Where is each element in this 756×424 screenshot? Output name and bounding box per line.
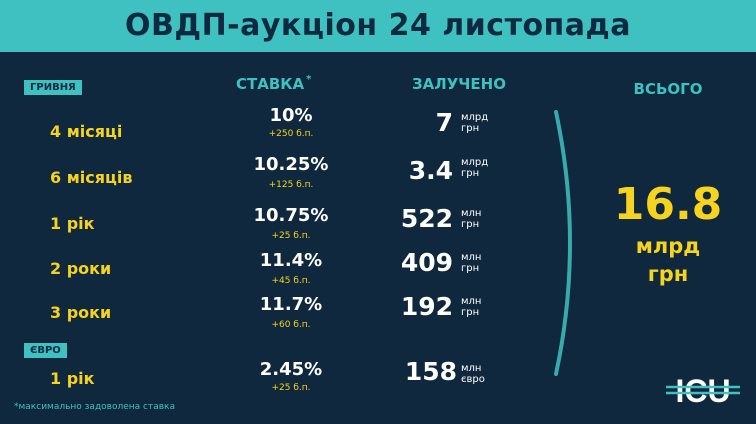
row-amount: 192 bbox=[400, 292, 453, 321]
row-unit: млрд грн bbox=[461, 157, 488, 179]
column-header-raised: ЗАЛУЧЕНО bbox=[412, 75, 506, 93]
total-value: 16.8 bbox=[613, 179, 723, 230]
row-rate-change: +250 б.п. bbox=[268, 129, 314, 139]
row-amount: 409 bbox=[400, 248, 453, 277]
row-unit-currency: євро bbox=[461, 374, 485, 385]
row-unit-scale: млрд bbox=[461, 157, 489, 168]
row-rate: 11.7% bbox=[259, 294, 323, 315]
section-tag-eur: ЄВРО bbox=[24, 343, 67, 358]
row-unit: млрд грн bbox=[461, 112, 488, 134]
row-amount: 522 bbox=[400, 204, 453, 233]
row-unit: млн євро bbox=[461, 363, 485, 385]
footnote: *максимально задоволена ставка bbox=[14, 402, 176, 412]
row-rate-change: +45 б.п. bbox=[271, 276, 311, 286]
row-rate-change: +25 б.п. bbox=[271, 231, 311, 241]
row-unit-scale: млн bbox=[461, 363, 482, 374]
row-unit: млн грн bbox=[461, 208, 481, 230]
row-amount: 7 bbox=[435, 108, 453, 137]
row-unit-currency: грн bbox=[461, 307, 480, 318]
row-unit-currency: грн bbox=[461, 219, 480, 230]
row-unit-scale: млн bbox=[461, 252, 482, 263]
row-unit: млн грн bbox=[461, 252, 481, 274]
row-term: 2 роки bbox=[50, 259, 112, 278]
column-header-total: ВСЬОГО bbox=[633, 80, 703, 98]
row-term: 6 місяців bbox=[50, 168, 133, 187]
row-amount: 158 bbox=[404, 357, 457, 386]
row-unit-currency: грн bbox=[461, 168, 480, 179]
row-rate: 10.75% bbox=[253, 205, 329, 226]
column-header-rate-label: СТАВКА bbox=[236, 75, 305, 93]
row-amount: 3.4 bbox=[408, 156, 453, 185]
row-rate: 10.25% bbox=[253, 154, 329, 175]
row-rate: 10% bbox=[269, 105, 313, 126]
row-term: 1 рік bbox=[50, 369, 95, 388]
row-rate: 2.45% bbox=[259, 359, 323, 380]
icu-logo: ICU bbox=[666, 373, 740, 409]
row-rate-change: +25 б.п. bbox=[271, 383, 311, 393]
row-term: 3 роки bbox=[50, 303, 112, 322]
row-unit-currency: грн bbox=[461, 263, 480, 274]
row-term: 4 місяці bbox=[50, 122, 123, 141]
total-unit-scale: млрд bbox=[635, 234, 701, 258]
grouping-bracket bbox=[554, 110, 572, 376]
title-bar bbox=[0, 0, 756, 52]
row-unit-scale: млн bbox=[461, 208, 482, 219]
column-header-rate: СТАВКА * bbox=[236, 74, 312, 93]
row-unit-scale: млрд bbox=[461, 112, 489, 123]
row-rate-change: +125 б.п. bbox=[268, 180, 314, 190]
section-tag-uah: ГРИВНЯ bbox=[24, 80, 82, 95]
rate-footnote-mark: * bbox=[306, 74, 312, 85]
row-rate-change: +60 б.п. bbox=[271, 320, 311, 330]
row-unit-scale: млн bbox=[461, 296, 482, 307]
logo-text: ICU bbox=[675, 373, 730, 409]
row-unit-currency: грн bbox=[461, 123, 480, 134]
page-title: ОВДП-аукціон 24 листопада bbox=[124, 8, 632, 43]
total-unit-currency: грн bbox=[647, 262, 689, 286]
row-term: 1 рік bbox=[50, 214, 95, 233]
row-unit: млн грн bbox=[461, 296, 481, 318]
row-rate: 11.4% bbox=[259, 250, 323, 271]
